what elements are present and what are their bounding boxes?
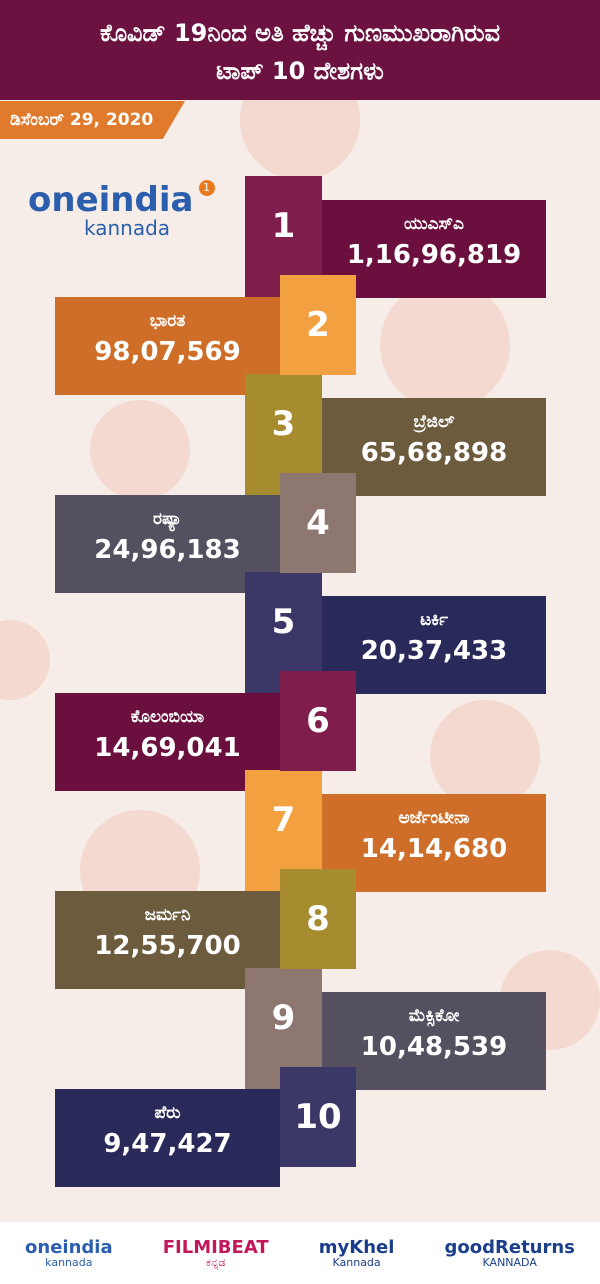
recovered-count: 14,14,680 [360, 834, 508, 864]
brand-name: myKhel [318, 1236, 395, 1258]
rank-box: 8 [280, 869, 356, 969]
country-name: ಮೆಕ್ಸಿಕೋ [408, 1006, 460, 1026]
recovered-count: 20,37,433 [360, 636, 508, 666]
country-card: ಮೆಕ್ಸಿಕೋ 10,48,539 [322, 992, 546, 1090]
logo: oneindia 1 kannada [28, 180, 215, 240]
country-name: ಭಾರತ [149, 311, 186, 331]
country-card: ಕೊಲಂಬಿಯಾ 14,69,041 [55, 693, 280, 791]
country-name: ಪೆರು [154, 1103, 181, 1123]
bg-virus [0, 620, 50, 700]
country-card: ಟರ್ಕಿ 20,37,433 [322, 596, 546, 694]
logo-badge: 1 [198, 180, 215, 196]
brand-name: FILMIBEAT [162, 1236, 269, 1258]
recovered-count: 98,07,569 [94, 337, 241, 367]
country-card: ಜರ್ಮನಿ 12,55,700 [55, 891, 280, 989]
country-name: ಕೊಲಂಬಿಯಾ [130, 707, 205, 727]
recovered-count: 65,68,898 [360, 438, 508, 468]
brand-sub: ಕನ್ನಡ [205, 1255, 226, 1269]
country-name: ಜರ್ಮನಿ [144, 905, 191, 925]
date-tag: ಡಿಸೆಂಬರ್ 29, 2020 [0, 101, 185, 139]
country-card: ಬ್ರೆಜಿಲ್ 65,68,898 [322, 398, 546, 496]
header: ಕೊವಿಡ್ 19ನಿಂದ ಅತಿ ಹೆಚ್ಚು ಗುಣಮುಖರಾಗಿರುವ ಟ… [0, 0, 600, 100]
rank-box: 4 [280, 473, 356, 573]
footer-brand: oneindia kannada [25, 1236, 113, 1269]
bg-virus [430, 700, 540, 810]
brand-sub: Kannada [332, 1255, 381, 1269]
country-name: ಬ್ರೆಜಿಲ್ [413, 412, 455, 432]
recovered-count: 24,96,183 [94, 535, 241, 565]
footer-brand: myKhel Kannada [318, 1236, 395, 1269]
country-name: ಟರ್ಕಿ [420, 610, 448, 630]
logo-name: oneindia [28, 180, 194, 220]
footer-brand: FILMIBEAT ಕನ್ನಡ [162, 1236, 269, 1269]
rank-box: 10 [280, 1067, 356, 1167]
recovered-count: 1,16,96,819 [346, 240, 522, 270]
rank-box: 6 [280, 671, 356, 771]
recovered-count: 12,55,700 [94, 931, 241, 961]
bg-virus [380, 280, 510, 410]
footer: oneindia kannada FILMIBEAT ಕನ್ನಡ myKhel Kanna… [0, 1222, 600, 1284]
country-name: ರಷ್ಯಾ [153, 509, 182, 529]
country-card: ಯುಎಸ್ಎ 1,16,96,819 [322, 200, 546, 298]
rank-box: 2 [280, 275, 356, 375]
recovered-count: 10,48,539 [360, 1032, 508, 1062]
country-card: ಅರ್ಜೆಂಟೀನಾ 14,14,680 [322, 794, 546, 892]
bg-virus [90, 400, 190, 500]
country-name: ಅರ್ಜೆಂಟೀನಾ [398, 808, 470, 828]
country-name: ಯುಎಸ್ಎ [404, 214, 464, 234]
logo-sub: kannada [84, 216, 171, 240]
footer-brand: goodReturns KANNADA [444, 1236, 575, 1269]
brand-name: oneindia [25, 1236, 113, 1258]
title-line: ಟಾಪ್ 10 ದೇಶಗಳು [216, 57, 384, 85]
brand-name: goodReturns [444, 1236, 575, 1258]
rank-box: 5 [245, 572, 322, 694]
country-card: ಭಾರತ 98,07,569 [55, 297, 280, 395]
country-card: ಪೆರು 9,47,427 [55, 1089, 280, 1187]
country-card: ರಷ್ಯಾ 24,96,183 [55, 495, 280, 593]
title-line: ಕೊವಿಡ್ 19ನಿಂದ ಅತಿ ಹೆಚ್ಚು ಗುಣಮುಖರಾಗಿರುವ [99, 19, 501, 47]
recovered-count: 9,47,427 [103, 1129, 232, 1159]
recovered-count: 14,69,041 [94, 733, 241, 763]
brand-sub: KANNADA [482, 1255, 537, 1269]
brand-sub: kannada [45, 1255, 93, 1269]
